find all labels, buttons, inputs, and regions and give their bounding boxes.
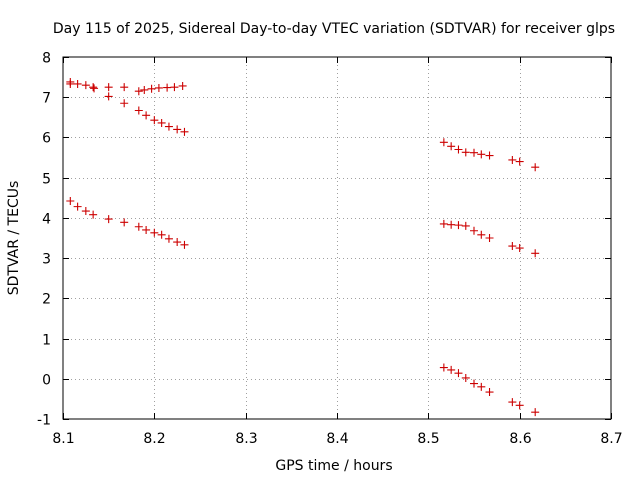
data-point [531, 408, 540, 417]
data-point [439, 363, 448, 372]
x-tick-label: 8.3 [235, 431, 257, 447]
data-point [531, 249, 540, 258]
data-point [447, 142, 456, 151]
grid-lines [63, 57, 611, 419]
y-tick-label: -1 [37, 413, 51, 429]
data-point [142, 111, 151, 120]
data-point [508, 155, 517, 164]
data-point [439, 138, 448, 147]
data-point [515, 401, 524, 410]
data-point [150, 116, 159, 125]
data-point [470, 148, 478, 157]
data-point [157, 230, 166, 239]
data-markers [66, 77, 540, 417]
data-point [180, 240, 189, 249]
data-point [477, 230, 486, 239]
series-right-middle [439, 219, 540, 258]
y-tick-label: 2 [42, 292, 51, 308]
data-point [163, 83, 172, 92]
x-axis-label: GPS time / hours [275, 458, 392, 474]
y-tick-label: 4 [42, 212, 51, 228]
data-point [477, 150, 486, 159]
y-tick-label: 6 [42, 131, 51, 147]
data-point [531, 163, 540, 172]
series-upper-track [66, 77, 187, 96]
plot-frame [62, 56, 612, 420]
data-point [81, 81, 90, 90]
data-point [173, 238, 182, 247]
data-point [134, 106, 143, 115]
data-point [142, 225, 151, 234]
data-point [515, 244, 524, 253]
data-point [454, 369, 463, 378]
chart-title: Day 115 of 2025, Sidereal Day-to-day VTE… [53, 21, 615, 37]
x-tick-label: 8.5 [417, 431, 439, 447]
data-point [508, 398, 517, 407]
x-tick-label: 8.7 [600, 431, 622, 447]
data-point [164, 122, 173, 131]
data-point [470, 379, 478, 388]
data-point [104, 83, 113, 92]
data-point [477, 382, 486, 391]
data-point [134, 222, 143, 231]
series-right-lower [439, 363, 540, 417]
data-point [173, 125, 182, 134]
data-point [120, 99, 129, 108]
y-tick-label: 8 [42, 51, 51, 67]
y-axis-label: SDTVAR / TECUs [6, 181, 22, 296]
data-point [447, 220, 456, 229]
data-point [81, 207, 90, 216]
data-point [508, 242, 517, 251]
series-upper-descending [104, 92, 189, 136]
data-point [150, 228, 159, 237]
y-tick-label: 0 [42, 373, 51, 389]
data-point [485, 151, 494, 160]
data-point [485, 388, 494, 397]
data-point [73, 202, 82, 211]
y-tick-label: 3 [42, 252, 51, 268]
y-tick-label: 1 [42, 333, 51, 349]
data-point [147, 84, 156, 93]
data-point [89, 210, 98, 219]
data-point [120, 218, 129, 227]
y-tick-labels: -1 0 1 2 3 4 5 6 7 8 [37, 51, 51, 429]
series-right-upper [439, 138, 540, 172]
data-point [485, 234, 494, 242]
series-middle-track [66, 196, 189, 249]
data-point [73, 79, 82, 88]
x-tick-label: 8.1 [52, 431, 74, 447]
data-point [66, 196, 75, 205]
data-point [120, 83, 129, 92]
data-point [170, 83, 179, 92]
data-point [154, 83, 163, 92]
data-point [439, 219, 448, 228]
data-point [104, 215, 113, 224]
data-point [461, 373, 470, 382]
data-point [470, 226, 478, 235]
data-point [461, 148, 470, 157]
data-point [89, 83, 98, 92]
data-point [515, 157, 524, 166]
data-point [461, 221, 470, 230]
x-tick-label: 8.2 [143, 431, 165, 447]
data-point [454, 221, 463, 230]
y-tick-label: 5 [42, 172, 51, 188]
data-point [178, 81, 187, 90]
data-point [104, 92, 113, 101]
data-point [164, 234, 173, 243]
data-point [66, 77, 75, 86]
x-tick-label: 8.4 [326, 431, 348, 447]
data-point [447, 365, 456, 374]
y-tick-label: 7 [42, 91, 51, 107]
data-point [140, 85, 149, 94]
data-point [134, 87, 143, 96]
data-point [180, 127, 189, 136]
data-point [454, 145, 463, 154]
data-point [157, 118, 166, 127]
data-point [90, 84, 99, 93]
x-tick-label: 8.6 [509, 431, 531, 447]
x-tick-labels: 8.1 8.2 8.3 8.4 8.5 8.6 8.7 [52, 431, 622, 447]
